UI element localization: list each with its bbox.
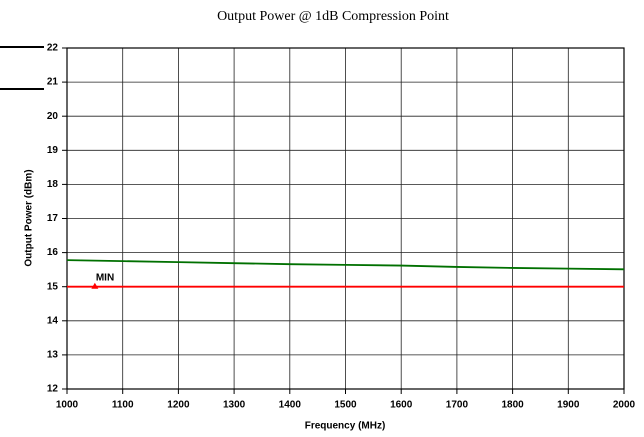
y-tick-label: 21	[47, 77, 59, 88]
x-tick-label: 2000	[613, 400, 636, 411]
y-tick-label: 14	[47, 315, 59, 326]
y-tick-label: 12	[47, 384, 59, 395]
x-tick-label: 1100	[112, 400, 134, 411]
y-tick-label: 13	[47, 350, 59, 361]
y-tick-label: 20	[47, 111, 59, 122]
x-axis-label: Frequency (MHz)	[305, 421, 386, 432]
x-tick-label: 1700	[446, 400, 469, 411]
x-tick-label: 1000	[56, 400, 79, 411]
x-tick-label: 1600	[390, 400, 413, 411]
y-tick-label: 22	[47, 43, 59, 54]
annotation: MIN	[96, 272, 114, 283]
plot-border	[66, 47, 625, 390]
y-tick-label: 19	[47, 145, 59, 156]
chart-title: Output Power @ 1dB Compression Point	[217, 9, 449, 24]
x-tick-label: 1500	[334, 400, 357, 411]
series-line	[66, 259, 625, 271]
x-tick-label: 1900	[557, 400, 580, 411]
x-tick-label: 1800	[501, 400, 524, 411]
annotation-marker	[91, 282, 99, 289]
y-tick-label: 17	[47, 213, 59, 224]
y-tick-label: 15	[47, 281, 59, 292]
x-tick-label: 1300	[223, 400, 246, 411]
y-tick-label: 16	[47, 247, 59, 258]
x-tick-label: 1400	[279, 400, 302, 411]
y-tick-label: 18	[47, 179, 59, 190]
x-tick-label: 1200	[167, 400, 190, 411]
y-axis-label: Output Power (dBm)	[24, 169, 35, 266]
